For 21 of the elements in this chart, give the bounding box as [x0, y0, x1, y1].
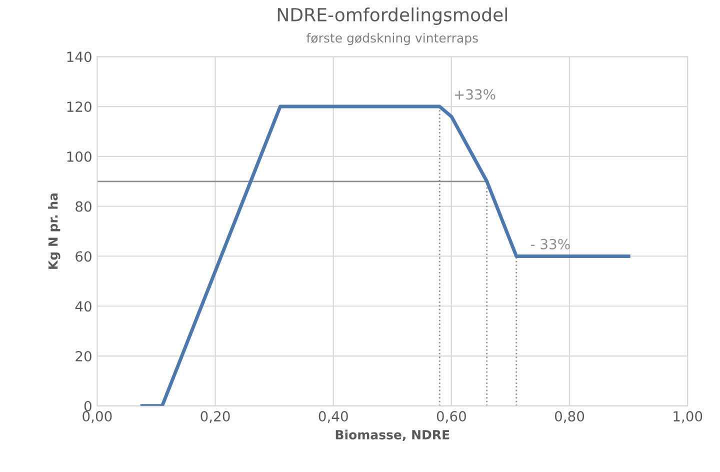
x-axis-title: Biomasse, NDRE — [336, 430, 450, 442]
y-tick-label: 20 — [76, 350, 92, 362]
x-tick-label: 0,40 — [318, 411, 348, 423]
annotation: +33% — [454, 89, 496, 100]
line-series — [140, 104, 630, 406]
y-tick-label: 40 — [75, 301, 92, 312]
chart-title: NDRE-omfordelingsmodel — [278, 8, 507, 25]
y-tick-label: 140 — [67, 52, 92, 62]
chart-subtitle: første gødskning vinterraps — [306, 32, 478, 46]
x-tick-label: 0,60 — [436, 411, 466, 423]
x-tick-label: 1,00 — [674, 411, 702, 423]
y-tick-label: 80 — [76, 201, 92, 212]
y-axis-title: Kg N pr. ha — [48, 193, 60, 269]
y-tick-label: 100 — [67, 151, 92, 162]
y-tick-label: 0 — [84, 400, 92, 412]
x-tick-label: 0,80 — [554, 411, 584, 423]
y-tick-label: 60 — [76, 251, 92, 262]
x-tick-label: 0,00 — [82, 411, 112, 423]
x-tick-label: 0,20 — [200, 411, 230, 423]
annotation: - 33% — [530, 238, 570, 250]
y-tick-label: 120 — [67, 102, 92, 112]
